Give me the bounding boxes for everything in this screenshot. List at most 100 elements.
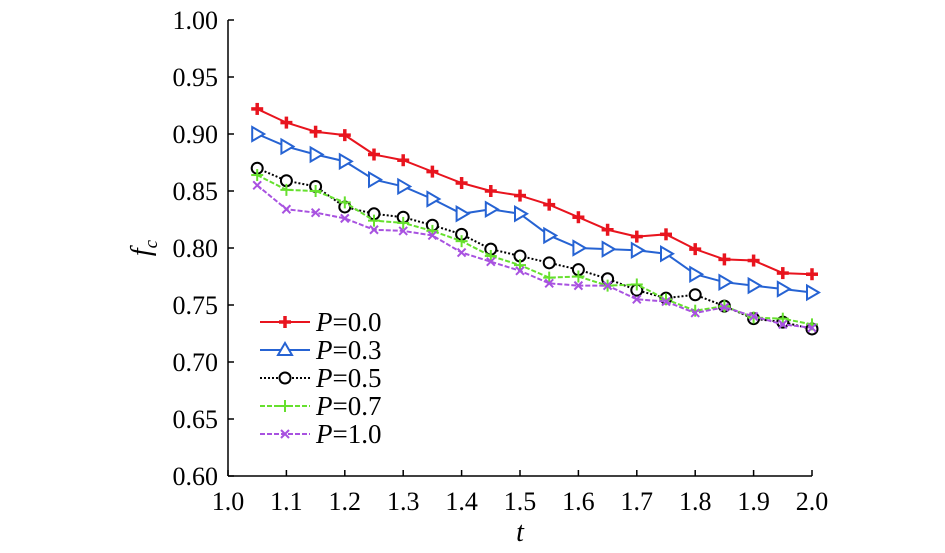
data-point-marker bbox=[630, 278, 643, 291]
x-tick-label: 2.0 bbox=[796, 487, 829, 516]
data-point-marker bbox=[276, 341, 294, 356]
y-ticks: 0.60 0.65 0.70 0.75 0.80 0.85 0.90 0.95 1.00 bbox=[173, 6, 234, 491]
series-p0-0 bbox=[251, 102, 818, 281]
data-point-marker bbox=[660, 244, 675, 263]
data-point-marker bbox=[484, 249, 497, 262]
data-point-marker bbox=[747, 254, 760, 267]
x-axis-title: t bbox=[516, 517, 525, 548]
data-point-marker bbox=[515, 266, 525, 276]
data-point-marker bbox=[368, 170, 383, 189]
legend-label-var: P bbox=[315, 419, 333, 449]
data-point-marker bbox=[309, 185, 322, 197]
x-tick-label: 1.8 bbox=[679, 487, 712, 516]
data-point-marker bbox=[690, 308, 700, 318]
data-point-marker bbox=[689, 265, 705, 283]
series-p0-7 bbox=[251, 169, 818, 331]
data-point-marker bbox=[309, 125, 322, 138]
legend-label: P=0.7 bbox=[315, 391, 381, 421]
data-point-marker bbox=[688, 288, 702, 302]
data-point-marker bbox=[747, 276, 763, 295]
legend-label-value: =1.0 bbox=[333, 419, 382, 449]
data-point-marker bbox=[455, 177, 468, 190]
data-point-marker bbox=[280, 116, 293, 129]
data-point-marker bbox=[544, 278, 554, 289]
data-point-marker bbox=[251, 102, 264, 115]
data-point-marker bbox=[601, 223, 614, 236]
legend-item: P=0.7 bbox=[260, 391, 381, 421]
legend-label-value: =0.3 bbox=[333, 335, 382, 365]
data-point-marker bbox=[455, 205, 471, 223]
data-point-marker bbox=[397, 177, 413, 196]
data-point-marker bbox=[748, 311, 759, 322]
data-point-marker bbox=[718, 253, 731, 266]
data-point-marker bbox=[776, 312, 789, 325]
y-tick-label: 0.85 bbox=[173, 177, 219, 206]
x-tick-label: 1.2 bbox=[329, 487, 362, 516]
y-tick-label: 0.60 bbox=[173, 462, 219, 491]
data-point-marker bbox=[632, 294, 642, 305]
data-point-marker bbox=[280, 429, 290, 439]
data-point-marker bbox=[689, 304, 702, 317]
y-tick-label: 0.90 bbox=[173, 120, 219, 149]
legend-item: P=0.3 bbox=[260, 335, 381, 365]
data-point-marker bbox=[455, 235, 468, 248]
y-tick-label: 0.80 bbox=[173, 234, 219, 263]
legend: P=0.0P=0.3P=0.5P=0.7P=1.0 bbox=[260, 307, 381, 449]
data-point-marker bbox=[719, 302, 730, 312]
data-point-marker bbox=[542, 256, 556, 270]
data-point-marker bbox=[543, 271, 556, 284]
legend-item: P=0.5 bbox=[260, 363, 381, 393]
data-point-marker bbox=[278, 371, 292, 385]
data-point-marker bbox=[776, 267, 789, 280]
y-tick-label: 0.95 bbox=[173, 63, 219, 92]
data-point-marker bbox=[630, 241, 646, 260]
x-tick-label: 1.6 bbox=[562, 487, 595, 516]
data-point-marker bbox=[806, 283, 821, 302]
data-point-marker bbox=[252, 180, 262, 191]
data-point-marker bbox=[280, 183, 293, 196]
y-axis-title-sub: c bbox=[141, 239, 162, 248]
data-point-marker bbox=[660, 293, 672, 306]
x-tick-label: 1.4 bbox=[445, 487, 478, 516]
data-point-marker bbox=[660, 228, 672, 241]
y-tick-label: 0.65 bbox=[173, 405, 219, 434]
data-point-marker bbox=[310, 207, 321, 218]
data-point-marker bbox=[338, 152, 354, 171]
data-point-marker bbox=[427, 230, 438, 241]
series-line bbox=[256, 184, 813, 329]
data-point-marker bbox=[543, 198, 556, 211]
data-point-marker bbox=[251, 169, 264, 182]
data-point-marker bbox=[338, 129, 351, 142]
legend-label-value: =0.5 bbox=[333, 363, 382, 393]
legend-item: P=0.0 bbox=[260, 307, 381, 337]
data-point-marker bbox=[368, 214, 380, 227]
data-point-marker bbox=[456, 247, 467, 258]
legend-label-value: =0.7 bbox=[333, 391, 382, 421]
legend-label: P=0.0 bbox=[315, 307, 381, 337]
x-tick-label: 1.3 bbox=[387, 487, 420, 516]
data-point-marker bbox=[573, 280, 584, 291]
data-point-marker bbox=[543, 226, 559, 245]
x-tick-label: 1.0 bbox=[212, 487, 245, 516]
y-tick-label: 0.70 bbox=[173, 348, 219, 377]
legend-label-var: P bbox=[315, 363, 333, 393]
data-point-marker bbox=[602, 280, 613, 291]
series-p0-3 bbox=[251, 125, 821, 302]
data-point-marker bbox=[369, 225, 379, 235]
data-point-marker bbox=[281, 204, 292, 214]
legend-label-var: P bbox=[315, 307, 333, 337]
legend-label: P=0.5 bbox=[315, 363, 381, 393]
data-point-marker bbox=[514, 205, 529, 223]
series-p1-0 bbox=[252, 180, 817, 333]
data-point-marker bbox=[661, 296, 671, 307]
y-axis-title: fc bbox=[126, 239, 162, 256]
data-point-marker bbox=[398, 226, 408, 236]
data-point-marker bbox=[601, 240, 617, 258]
data-point-marker bbox=[689, 243, 702, 256]
legend-label: P=0.3 bbox=[315, 335, 381, 365]
data-point-marker bbox=[718, 273, 734, 291]
legend-label-var: P bbox=[315, 391, 333, 421]
data-point-marker bbox=[514, 189, 526, 202]
x-ticks: 1.0 1.1 1.2 1.3 1.4 1.5 1.6 1.7 1.8 1.9 2.0 bbox=[212, 470, 829, 516]
